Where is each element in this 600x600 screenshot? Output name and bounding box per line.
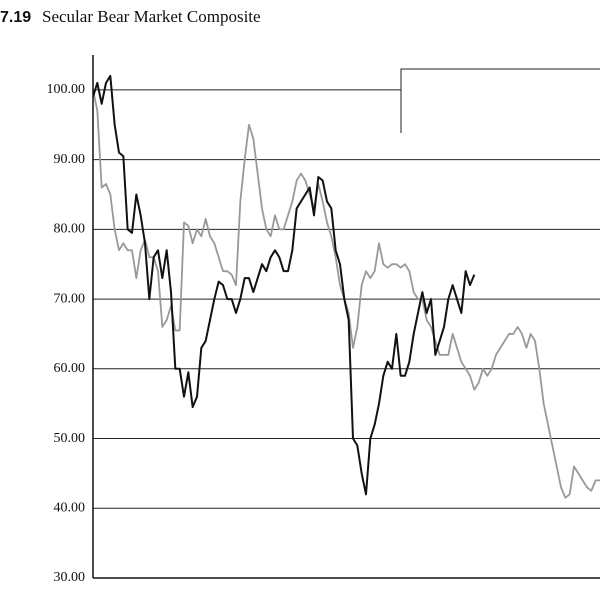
figure-number: 7.19 xyxy=(0,9,31,26)
y-tick-label: 50.00 xyxy=(54,431,86,446)
y-tick-label: 80.00 xyxy=(54,222,86,237)
y-tick-label: 40.00 xyxy=(54,500,86,515)
y-tick-label: 30.00 xyxy=(54,570,86,585)
grid xyxy=(93,89,600,579)
series-line xyxy=(93,74,476,496)
y-tick-label: 100.00 xyxy=(47,82,86,97)
series-line xyxy=(93,89,600,499)
y-tick-label: 90.00 xyxy=(54,152,86,167)
y-tick-label: 70.00 xyxy=(54,291,86,306)
legend-frame xyxy=(400,68,600,133)
chart-title: Secular Bear Market Composite xyxy=(42,7,261,26)
plot xyxy=(93,74,600,499)
legend-box xyxy=(401,69,600,133)
y-tick-label: 60.00 xyxy=(54,361,86,376)
